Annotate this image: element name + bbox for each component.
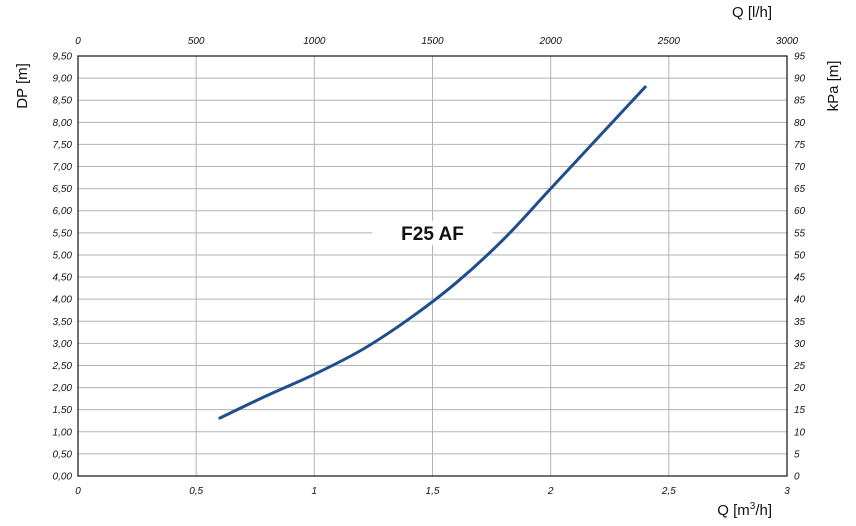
y-left-tick-label: 8,00	[53, 118, 73, 129]
y-right-tick-label: 50	[794, 250, 806, 261]
y-left-tick-label: 3,00	[53, 339, 73, 350]
x-top-tick-label: 1500	[421, 36, 444, 47]
y-left-tick-label: 5,00	[53, 250, 73, 261]
y-left-tick-label: 8,50	[53, 96, 73, 107]
curve-label: F25 AF	[401, 224, 464, 245]
y-left-tick-label: 0,50	[53, 449, 73, 460]
x-bottom-tick-label: 0	[75, 486, 81, 497]
y-left-tick-label: 9,00	[53, 74, 73, 85]
y-right-tick-label: 45	[794, 273, 806, 284]
annotations: F25 AF	[372, 220, 493, 245]
curve-label-backdrop	[372, 220, 493, 245]
grid	[78, 56, 787, 476]
y-left-tick-label: 7,50	[53, 140, 73, 151]
plot-frame	[77, 55, 788, 477]
y-right-tick-label: 60	[794, 206, 806, 217]
x-top-tick-label: 2500	[657, 36, 681, 47]
y-left-axis-label: DP [m]	[14, 63, 31, 109]
x-top-tick-label: 1000	[303, 36, 326, 47]
y-left-tick-label: 2,50	[52, 361, 73, 372]
x-bottom-label-tail: /h]	[755, 502, 772, 519]
x-bottom-tick-label: 1,5	[426, 486, 440, 497]
y-left-tick-label: 2,00	[52, 383, 73, 394]
y-left-tick-label: 1,50	[53, 405, 73, 416]
y-right-tick-label: 10	[794, 427, 806, 438]
x-bottom-label-sup: 3	[750, 501, 756, 512]
x-top-tick-label: 0	[75, 36, 81, 47]
x-bottom-tick-label: 3	[784, 486, 790, 497]
y-left-tick-label: 9,50	[53, 52, 73, 63]
x-top-tick-label: 3000	[776, 36, 799, 47]
y-left-tick-label: 6,50	[53, 184, 73, 195]
x-top-tick-label: 2000	[539, 36, 563, 47]
y-right-tick-label: 30	[794, 339, 806, 350]
y-left-tick-label: 4,50	[53, 273, 73, 284]
x-bottom-tick-label: 2	[547, 486, 554, 497]
x-top-tick-label: 500	[188, 36, 205, 47]
y-left-tick-label: 6,00	[53, 206, 73, 217]
x-bottom-tick-label: 0,5	[189, 486, 203, 497]
y-right-tick-label: 15	[794, 405, 806, 416]
tick-labels: 0 0,5 1 1,5 2 2,5 30 500 1000 1500 2000 2500 30000,0…	[52, 36, 806, 497]
y-left-tick-label: 7,00	[53, 162, 73, 173]
y-right-tick-label: 0	[794, 472, 800, 483]
x-bottom-tick-label: 2,5	[661, 486, 676, 497]
x-bottom-axis-label: Q [m3/h]	[717, 501, 772, 519]
x-bottom-label-main: Q [m	[717, 502, 750, 519]
y-left-tick-label: 0,00	[53, 472, 73, 483]
y-left-tick-label: 5,50	[53, 228, 73, 239]
y-right-tick-label: 65	[794, 184, 806, 195]
y-right-tick-label: 90	[794, 74, 806, 85]
y-right-tick-label: 20	[793, 383, 806, 394]
series-line	[218, 85, 647, 420]
y-left-tick-label: 1,00	[53, 427, 73, 438]
y-left-tick-label: 3,50	[53, 317, 73, 328]
y-right-tick-label: 95	[794, 52, 806, 63]
y-right-tick-label: 25	[793, 361, 806, 372]
y-right-tick-label: 70	[794, 162, 806, 173]
y-right-tick-label: 85	[794, 96, 806, 107]
y-left-tick-label: 4,00	[53, 295, 73, 306]
y-right-tick-label: 80	[794, 118, 806, 129]
y-right-tick-label: 35	[794, 317, 806, 328]
x-bottom-tick-label: 1	[312, 486, 318, 497]
y-right-axis-label: kPa [m]	[825, 61, 842, 112]
y-right-tick-label: 40	[794, 295, 806, 306]
curves	[218, 85, 647, 420]
y-right-tick-label: 55	[794, 228, 806, 239]
y-right-tick-label: 5	[794, 449, 800, 460]
x-top-axis-label: Q [l/h]	[732, 4, 772, 21]
y-right-tick-label: 75	[794, 140, 806, 151]
